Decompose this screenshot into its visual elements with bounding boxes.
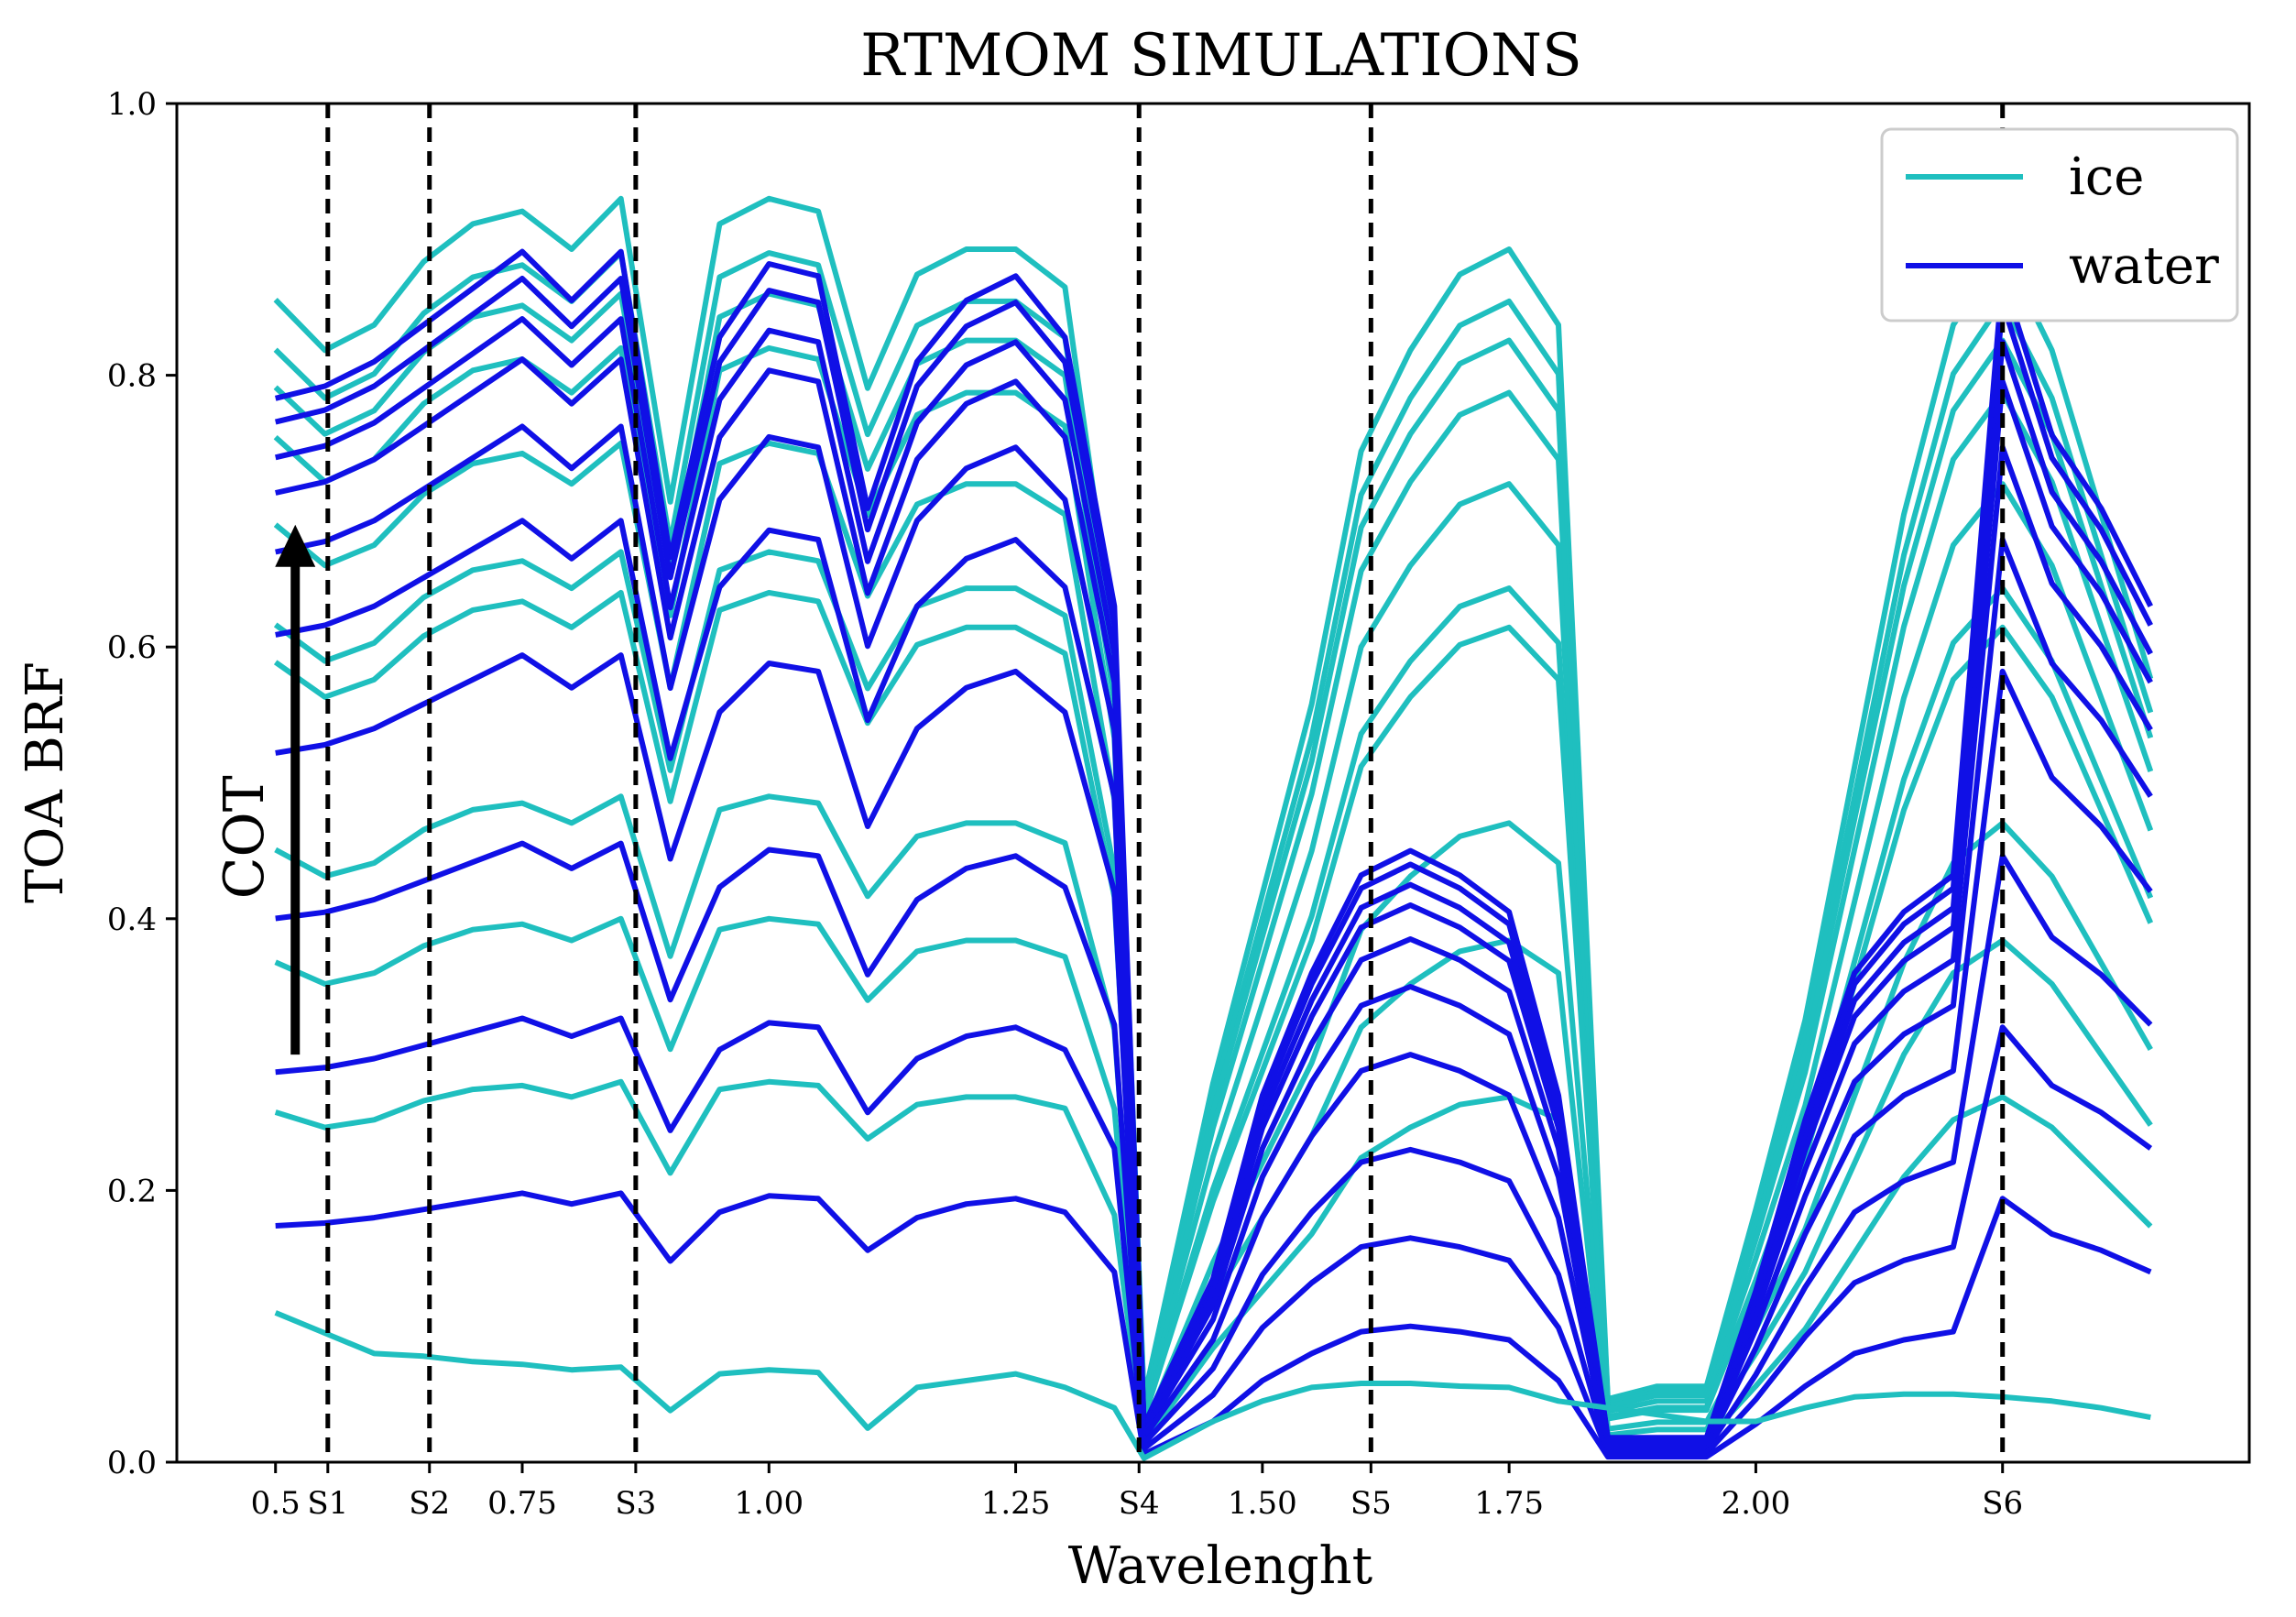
series-line-ice-3: [273, 344, 2154, 1410]
x-tick-label: 1.50: [1228, 1485, 1297, 1522]
x-tick-label: S1: [307, 1485, 348, 1522]
series-line-water-16: [275, 652, 2153, 1449]
y-tick-label: 0.4: [107, 901, 157, 938]
series-line-ice-9: [274, 1078, 2153, 1447]
y-tick-label: 0.0: [107, 1445, 157, 1481]
x-tick-label: S5: [1350, 1485, 1392, 1522]
x-tick-label: 1.75: [1474, 1485, 1544, 1522]
y-axis-label: TOA BRF: [16, 661, 75, 903]
x-tick-label: 0.5: [251, 1485, 301, 1522]
series-line-water-13: [275, 356, 2153, 1443]
series-line-ice-0: [273, 195, 2154, 1402]
legend-ice-label: ice: [2069, 147, 2144, 207]
cot-annotation: COT: [213, 524, 316, 1055]
y-tick-label: 0.8: [107, 358, 157, 395]
series-line-water-14: [275, 423, 2153, 1445]
x-axis-label: Wavelenght: [1068, 1536, 1373, 1596]
series-line-ice-20: [274, 1310, 2151, 1461]
series-line-water-15: [275, 518, 2153, 1447]
cot-label: COT: [213, 775, 277, 899]
plot-frame: [175, 102, 2251, 1464]
chart-title: RTMOM SIMULATIONS: [860, 22, 1582, 90]
x-tick-label: 1.25: [981, 1485, 1051, 1522]
x-tick-label: 2.00: [1722, 1485, 1791, 1522]
y-tick-label: 1.0: [107, 86, 157, 123]
y-tick-label: 0.6: [107, 629, 157, 666]
series-line-water-18: [275, 1015, 2153, 1457]
y-axis: 0.0 0.2 0.4 0.6 0.8 1.0: [107, 86, 177, 1481]
series-line-ice-4: [273, 440, 2154, 1415]
x-tick-label: S6: [1982, 1485, 2023, 1522]
x-tick-label: S2: [409, 1485, 450, 1522]
band-markers: [325, 104, 2006, 1462]
legend: ice water: [1880, 127, 2239, 322]
x-tick-label: 0.75: [487, 1485, 557, 1522]
series-line-water-17: [275, 840, 2153, 1453]
x-tick-label: S3: [615, 1485, 656, 1522]
x-tick-label: 1.00: [734, 1485, 804, 1522]
cot-arrow-head: [275, 524, 316, 567]
series-line-ice-2: [273, 290, 2154, 1407]
series-line-ice-7: [274, 793, 2153, 1432]
series-lines: [273, 195, 2154, 1461]
x-tick-label: S4: [1119, 1485, 1160, 1522]
y-tick-label: 0.2: [107, 1173, 157, 1209]
legend-water-label: water: [2069, 236, 2219, 296]
x-axis: 0.5 S1 S2 0.75 S3 1.00 1.25 S4 1.50 S5 1.75 2.00 S6: [251, 1462, 2023, 1522]
